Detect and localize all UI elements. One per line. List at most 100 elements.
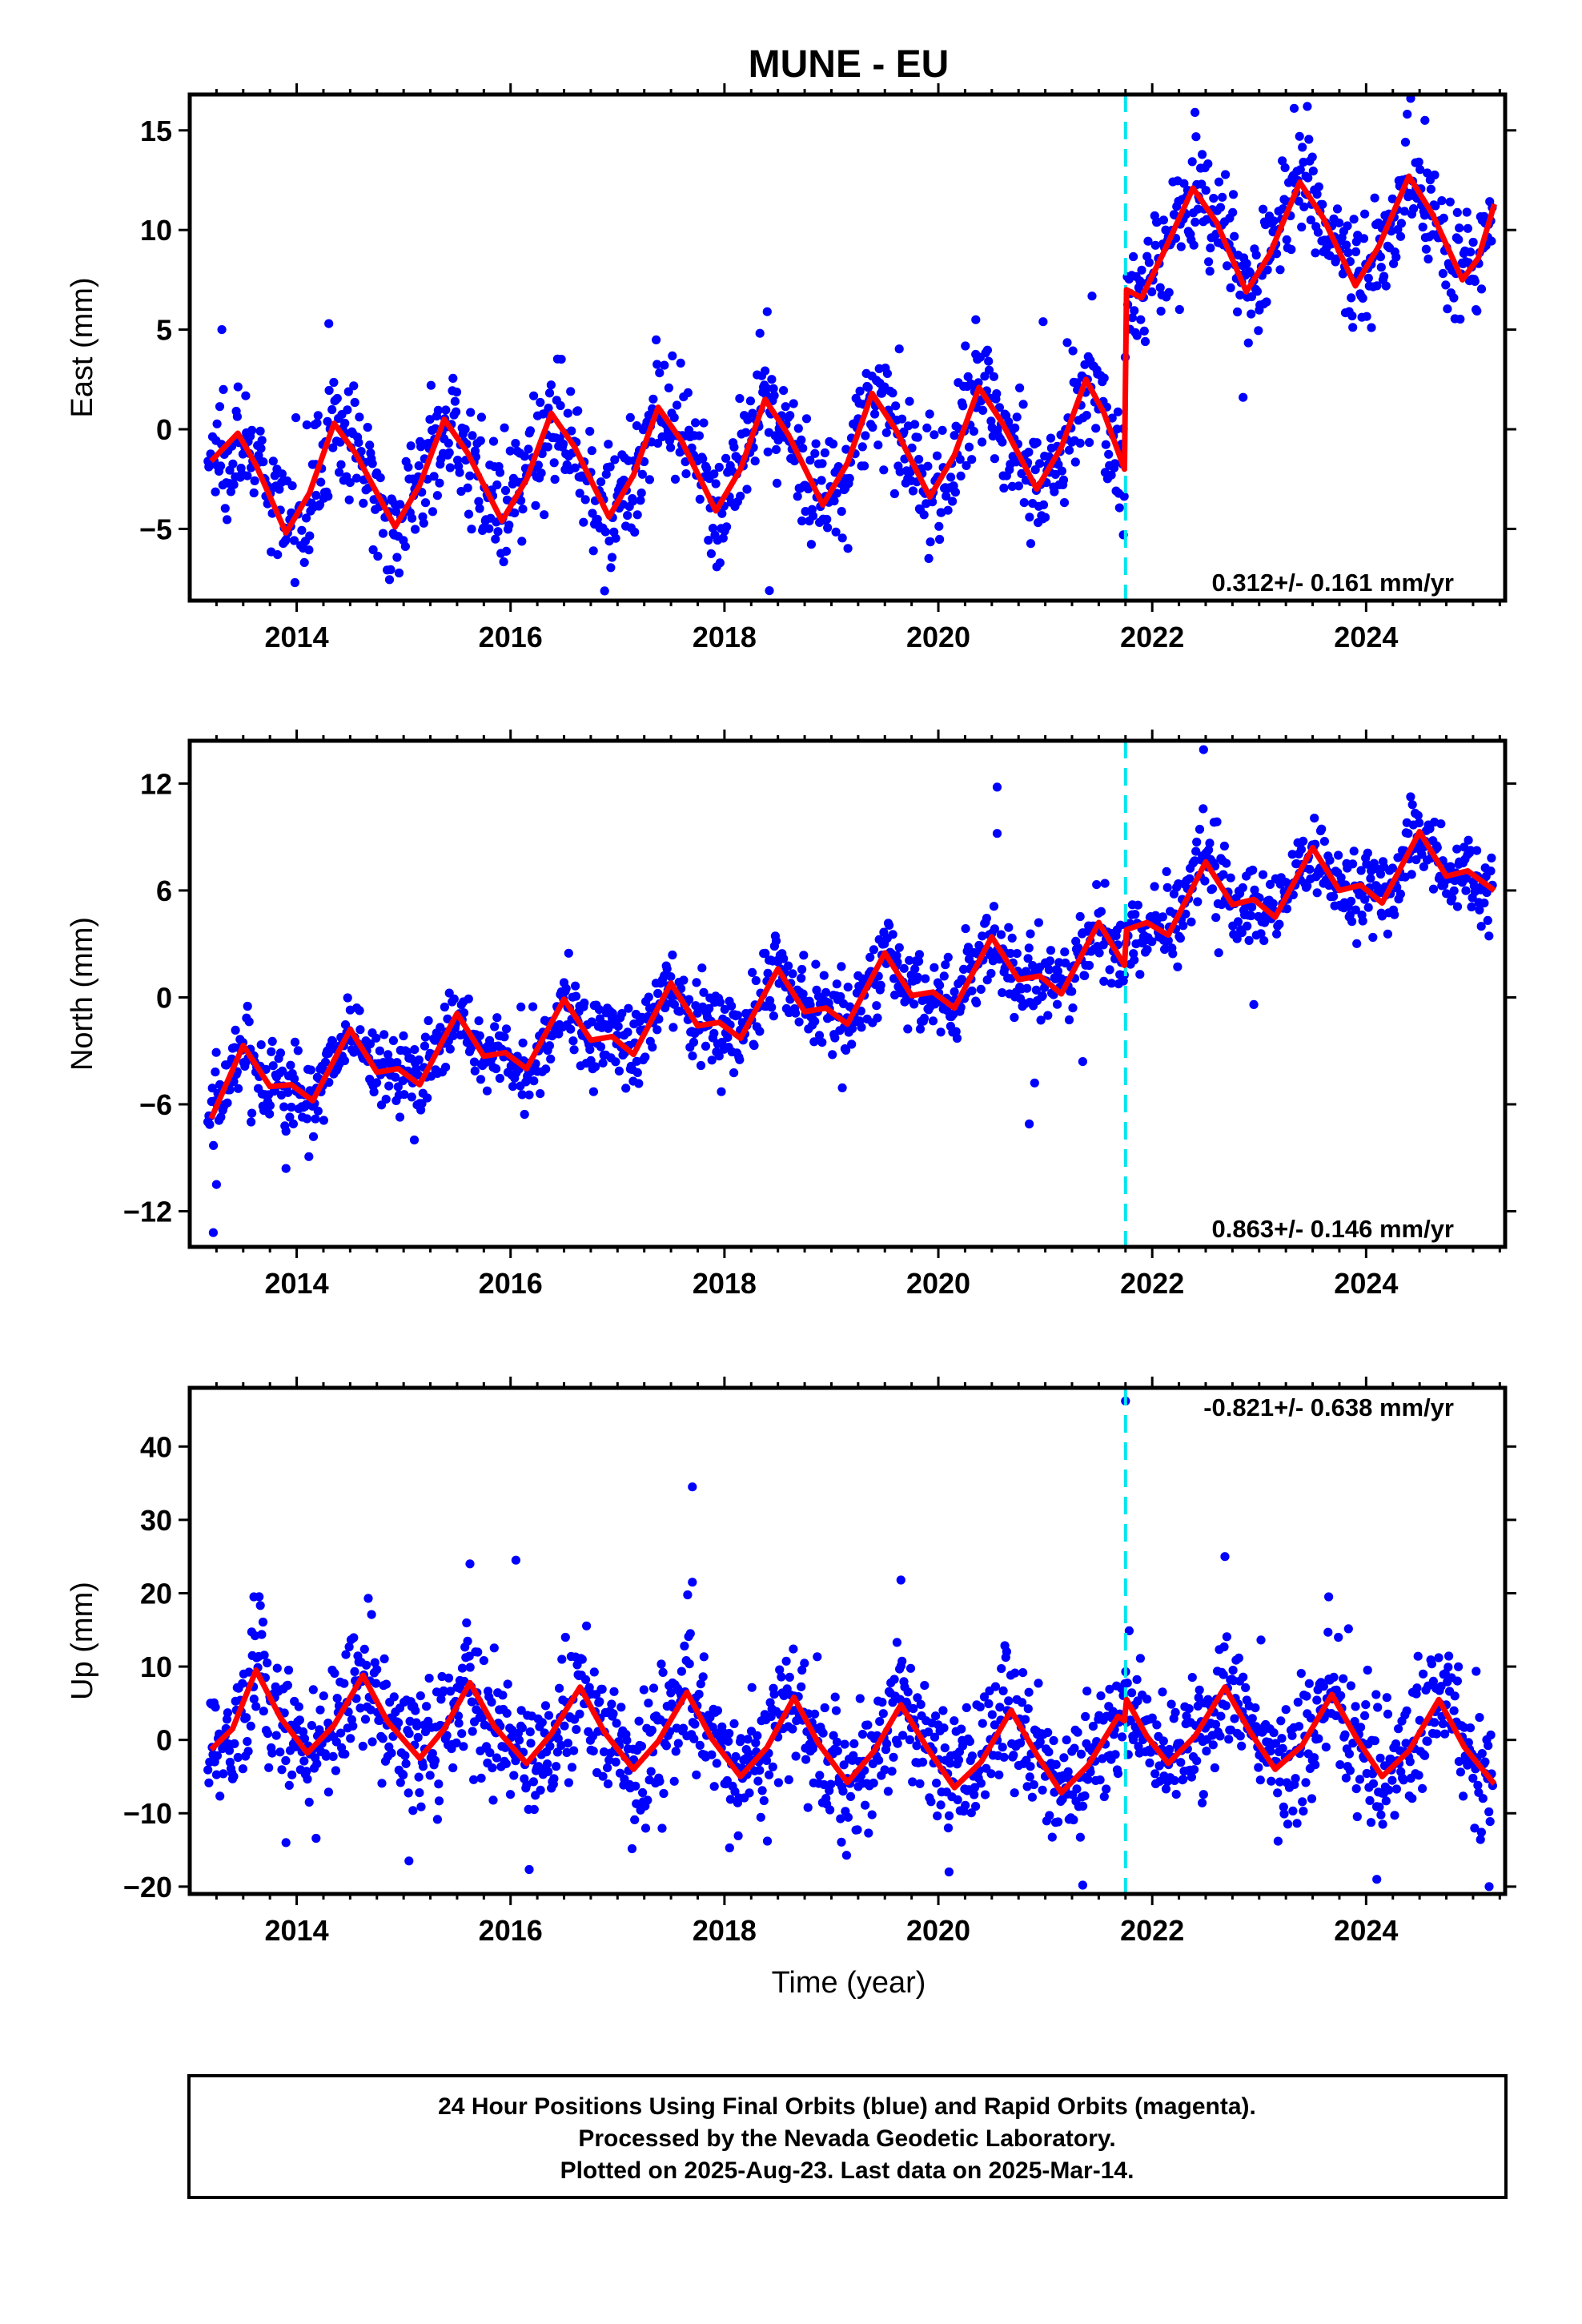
- data-point: [883, 1787, 893, 1796]
- data-point: [249, 1695, 259, 1704]
- data-point: [1132, 1675, 1142, 1684]
- data-point: [1484, 1741, 1493, 1751]
- data-point: [485, 1035, 495, 1045]
- data-point: [355, 412, 364, 422]
- data-point: [948, 497, 958, 506]
- data-point: [1487, 236, 1496, 246]
- data-point: [1260, 918, 1270, 927]
- data-point: [501, 1759, 511, 1768]
- data-point: [1099, 373, 1109, 383]
- data-point: [465, 471, 475, 480]
- data-point: [1402, 1706, 1411, 1715]
- data-point: [961, 1800, 970, 1810]
- data-point: [437, 1671, 447, 1682]
- data-point: [1075, 1832, 1085, 1842]
- data-point: [889, 1675, 899, 1684]
- data-point: [1152, 1720, 1162, 1730]
- data-point: [307, 1721, 316, 1731]
- data-point: [341, 1650, 351, 1659]
- data-point: [671, 1747, 681, 1756]
- data-point: [485, 1748, 495, 1758]
- data-point: [569, 1746, 579, 1755]
- data-point: [916, 1699, 926, 1709]
- data-point: [831, 527, 841, 537]
- data-point: [241, 391, 251, 400]
- data-point: [1244, 935, 1254, 945]
- data-point: [1119, 492, 1129, 501]
- data-point: [1204, 845, 1214, 854]
- data-point: [885, 920, 894, 930]
- data-point: [277, 1765, 287, 1775]
- data-point: [820, 448, 829, 458]
- data-point: [1371, 1690, 1381, 1699]
- data-point: [1035, 1737, 1045, 1747]
- data-point: [1182, 1711, 1191, 1721]
- data-point: [837, 962, 846, 971]
- data-point: [994, 1770, 1004, 1779]
- data-point: [501, 546, 512, 557]
- data-point: [453, 1711, 464, 1721]
- data-point: [895, 467, 905, 476]
- data-point: [1396, 219, 1406, 228]
- data-point: [1059, 498, 1070, 508]
- data-point: [492, 1753, 502, 1763]
- data-point: [205, 1120, 215, 1129]
- data-point: [652, 1025, 662, 1035]
- data-point: [1403, 110, 1412, 119]
- data-point: [919, 510, 929, 520]
- data-point: [998, 988, 1007, 998]
- data-point: [265, 1109, 275, 1119]
- data-point: [714, 462, 724, 472]
- data-point: [552, 1747, 563, 1757]
- data-point: [1415, 818, 1424, 828]
- data-point: [460, 424, 470, 434]
- data-point: [838, 1787, 848, 1796]
- data-point: [1294, 196, 1303, 206]
- data-point: [1025, 513, 1034, 522]
- data-point: [950, 431, 959, 440]
- data-point: [281, 535, 291, 545]
- data-point: [630, 1815, 640, 1824]
- data-point: [990, 924, 999, 934]
- data-point: [769, 1011, 779, 1021]
- data-point: [505, 446, 515, 456]
- data-point: [1080, 971, 1090, 980]
- data-point: [1329, 1672, 1339, 1682]
- data-point: [905, 955, 914, 965]
- data-point: [1155, 283, 1165, 292]
- data-point: [1401, 1739, 1411, 1748]
- data-point: [1463, 223, 1472, 233]
- data-point: [925, 409, 934, 419]
- data-point: [1477, 1749, 1487, 1759]
- data-point: [302, 420, 311, 430]
- data-point: [332, 1694, 342, 1703]
- data-point: [543, 442, 552, 452]
- data-point: [1425, 824, 1435, 834]
- data-point: [652, 335, 661, 344]
- data-point: [805, 1000, 815, 1010]
- data-point: [1223, 261, 1232, 271]
- data-point: [1086, 1767, 1095, 1777]
- data-point: [1064, 445, 1074, 455]
- data-point: [1170, 1707, 1180, 1717]
- data-point: [281, 1755, 291, 1766]
- data-point: [468, 1727, 477, 1736]
- data-point: [573, 406, 583, 416]
- data-point: [1221, 170, 1231, 179]
- data-point: [715, 558, 725, 568]
- data-point: [279, 1102, 289, 1112]
- y-tick-label: 30: [140, 1504, 172, 1537]
- data-point: [1045, 1811, 1054, 1820]
- data-point: [730, 1787, 740, 1796]
- data-point: [203, 1765, 213, 1775]
- data-point: [400, 541, 410, 552]
- plot-area: [203, 94, 1497, 601]
- data-point: [1265, 879, 1275, 889]
- data-point: [404, 1729, 414, 1739]
- data-point: [634, 1079, 644, 1088]
- data-point: [595, 1697, 604, 1707]
- data-point: [905, 396, 914, 406]
- data-point: [1461, 886, 1471, 895]
- data-point: [1473, 1780, 1483, 1790]
- data-point: [529, 391, 539, 400]
